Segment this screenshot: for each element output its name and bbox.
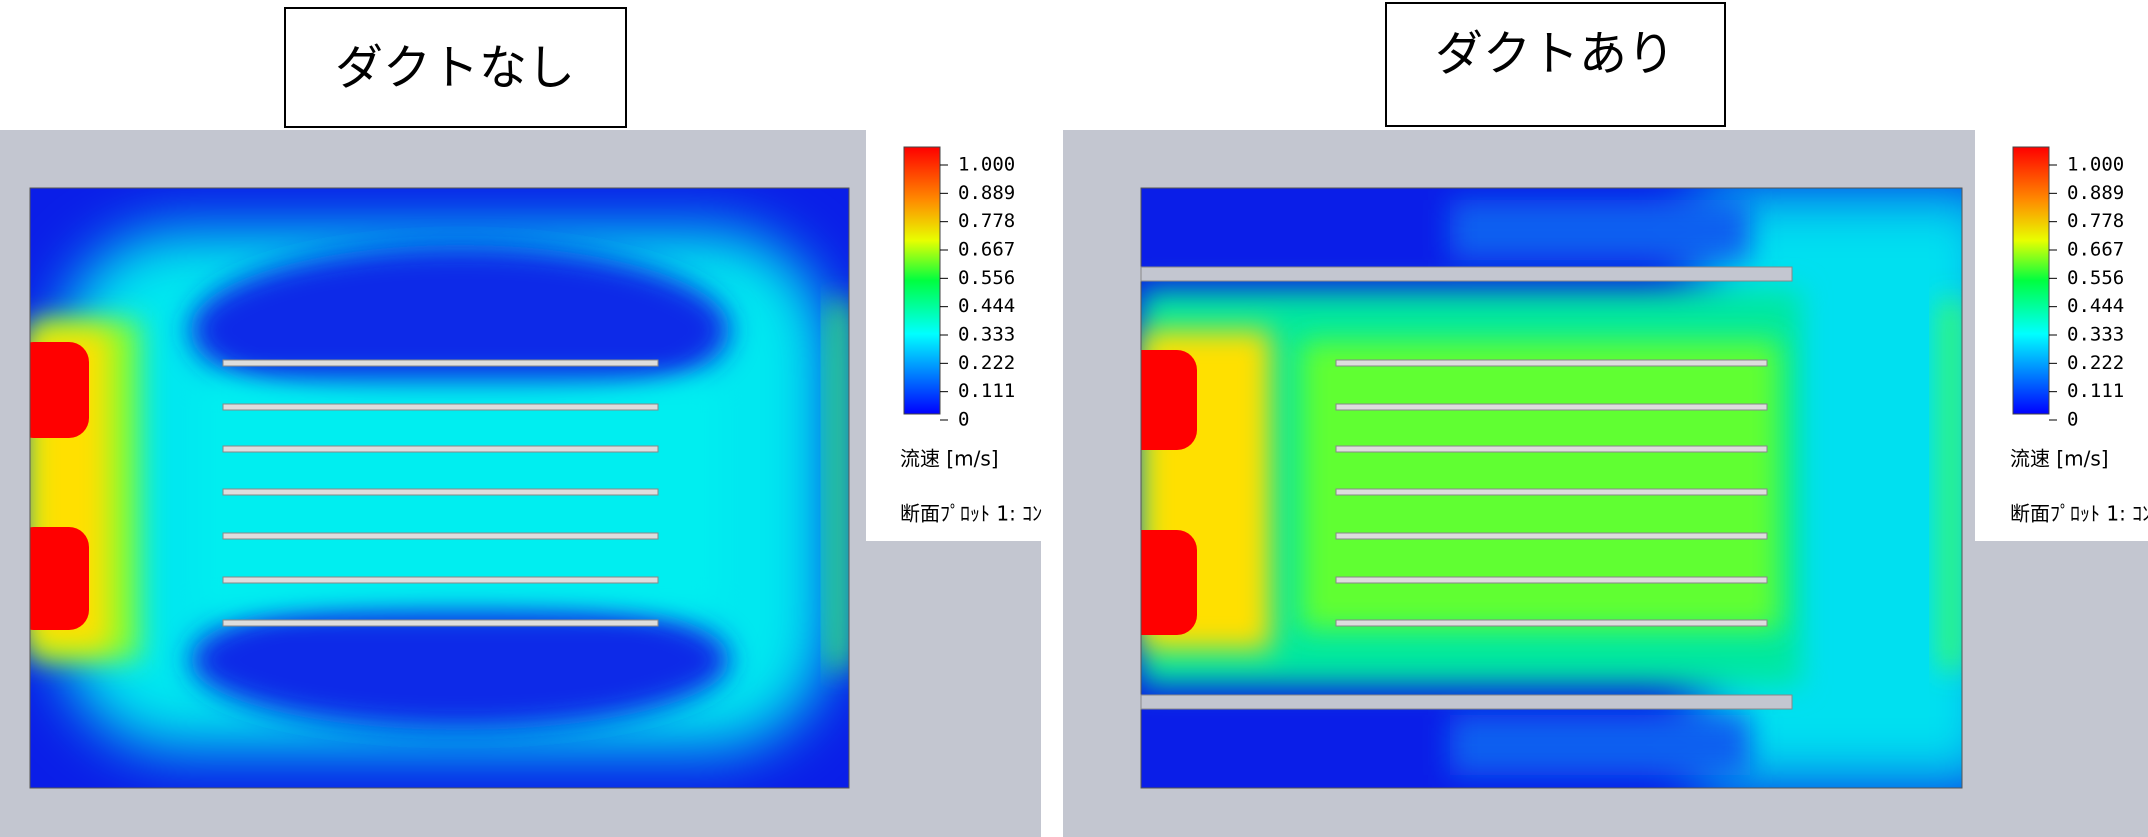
plot-frame bbox=[29, 187, 850, 789]
colorbar bbox=[2012, 146, 2050, 415]
panel-title: ダクトあり bbox=[1435, 26, 1675, 82]
contour-left bbox=[30, 188, 849, 788]
colorbar-tick-label: 1.000 bbox=[958, 154, 1015, 176]
unit-label: 流速 [m/s] bbox=[2010, 447, 2109, 471]
colorbar-tick-label: 0.889 bbox=[958, 182, 1015, 204]
panel-title: ダクトなし bbox=[335, 40, 575, 96]
plot-label: 断面ﾌﾟﾛｯﾄ 1: ｺﾝ bbox=[900, 502, 1042, 526]
colorbar-tick-label: 1.000 bbox=[2067, 154, 2124, 176]
colorbar-tick-label: 0.222 bbox=[958, 352, 1015, 374]
colorbar-tick-label: 0.556 bbox=[958, 267, 1015, 289]
colorbar-tick-label: 0.556 bbox=[2067, 267, 2124, 289]
colorbar-tick-label: 0.889 bbox=[2067, 182, 2124, 204]
duct-wall bbox=[1140, 694, 1793, 710]
legend-box bbox=[866, 130, 1041, 541]
colorbar-tick-label: 0.444 bbox=[2067, 295, 2124, 317]
plates-right bbox=[1335, 359, 1768, 627]
colorbar-tick-label: 0.444 bbox=[958, 295, 1015, 317]
colorbar-tick-label: 0.778 bbox=[958, 210, 1015, 232]
colorbar-tick-label: 0.111 bbox=[958, 380, 1015, 402]
colorbar-tick-label: 0.222 bbox=[2067, 352, 2124, 374]
plot-label: 断面ﾌﾟﾛｯﾄ 1: ｺﾝ bbox=[2010, 502, 2148, 526]
contour-right bbox=[1141, 188, 1962, 788]
unit-label: 流速 [m/s] bbox=[900, 447, 999, 471]
colorbar-tick-label: 0 bbox=[958, 409, 969, 431]
plates-left bbox=[222, 359, 659, 627]
legend-box bbox=[1975, 130, 2148, 541]
colorbar-tick-label: 0 bbox=[2067, 409, 2078, 431]
colorbar-tick-label: 0.333 bbox=[2067, 324, 2124, 346]
colorbar-tick-label: 0.333 bbox=[958, 324, 1015, 346]
plot-frame bbox=[1140, 187, 1963, 789]
colorbar-tick-label: 0.111 bbox=[2067, 380, 2124, 402]
colorbar bbox=[903, 146, 941, 415]
duct-wall bbox=[1140, 266, 1793, 282]
title-box bbox=[1385, 2, 1726, 127]
colorbar-tick-label: 0.778 bbox=[2067, 210, 2124, 232]
title-box bbox=[284, 7, 627, 128]
colorbar-tick-label: 0.667 bbox=[958, 239, 1015, 261]
colorbar-tick-label: 0.667 bbox=[2067, 239, 2124, 261]
